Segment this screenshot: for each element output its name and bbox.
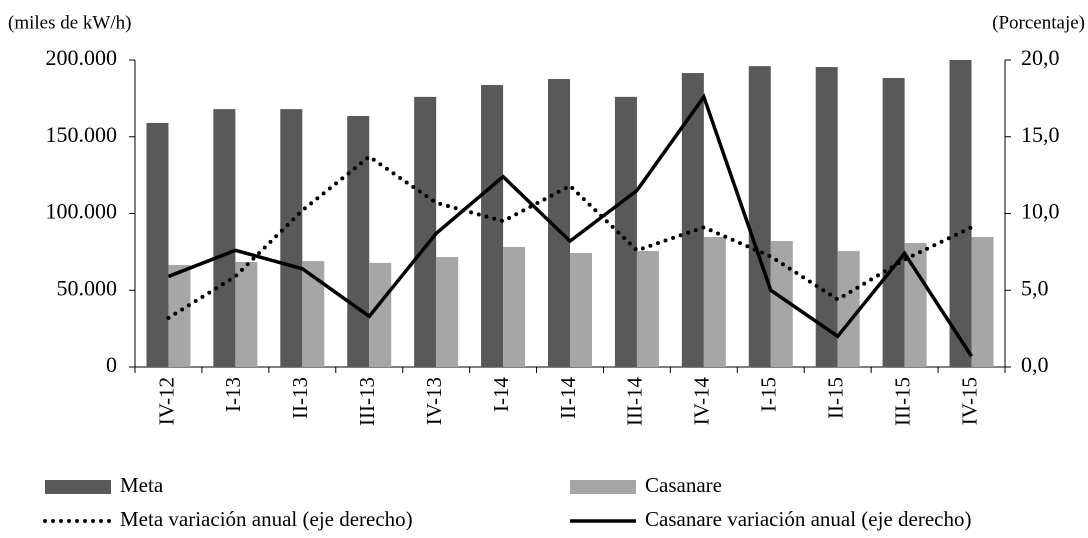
y2-tick-label: 0,0 (1021, 352, 1049, 377)
y2-tick-label: 10,0 (1021, 199, 1060, 224)
bar (280, 109, 303, 368)
y-tick-label: 150.000 (46, 122, 118, 147)
line-series (167, 93, 974, 358)
y-tick-label: 100.000 (46, 199, 118, 224)
bar (904, 242, 927, 367)
bar (548, 79, 570, 367)
y-axis-label: (miles de kW/h) (8, 12, 131, 33)
bar (414, 96, 437, 367)
bar (882, 77, 905, 367)
y2-tick-label: 20,0 (1021, 45, 1060, 70)
bar (436, 256, 459, 367)
x-tick-label: I-13 (221, 377, 245, 412)
bar (347, 116, 370, 367)
bar (146, 122, 169, 367)
bar (213, 109, 236, 368)
x-tick-label: II-14 (556, 377, 580, 419)
x-tick-label: IV-14 (690, 377, 714, 426)
x-tick-label: III-14 (623, 377, 647, 426)
x-tick-label: IV-15 (957, 377, 981, 425)
legend-swatch (45, 480, 111, 494)
line-series (166, 154, 974, 320)
y-tick-label: 50.000 (57, 275, 118, 300)
bar (837, 250, 860, 367)
bar (748, 66, 771, 367)
bar (681, 73, 704, 368)
x-tick-label: IV-13 (422, 377, 446, 425)
y-tick-label: 0 (106, 352, 117, 377)
legend-label: Casanare variación anual (eje derecho) (645, 507, 971, 531)
x-tick-label: III-15 (890, 377, 914, 426)
bar (369, 262, 392, 367)
bar (168, 264, 191, 367)
bar (703, 236, 726, 367)
legend-label: Casanare (645, 473, 722, 497)
x-tick-label: I-14 (489, 377, 513, 412)
y2-axis-label: (Porcentaje) (992, 12, 1085, 33)
y2-tick-label: 15,0 (1021, 122, 1060, 147)
bar (235, 262, 258, 367)
bar (815, 67, 838, 367)
bar (770, 240, 793, 367)
legend-label: Meta (120, 473, 164, 497)
x-tick-label: II-13 (288, 377, 312, 419)
x-tick-label: IV-12 (154, 377, 178, 425)
legend-label: Meta variación anual (eje derecho) (120, 507, 413, 531)
bar (503, 246, 526, 367)
x-tick-label: I-15 (757, 377, 781, 412)
y2-tick-label: 5,0 (1021, 275, 1049, 300)
bar (949, 60, 972, 367)
bar (570, 252, 592, 367)
bar (971, 236, 994, 367)
x-tick-label: III-13 (355, 377, 379, 426)
bar (481, 85, 504, 367)
bar (614, 96, 637, 367)
legend-swatch (570, 480, 636, 494)
y-tick-label: 200.000 (46, 45, 118, 70)
bar (636, 250, 659, 367)
x-tick-label: II-15 (824, 377, 848, 419)
bar (302, 261, 325, 367)
